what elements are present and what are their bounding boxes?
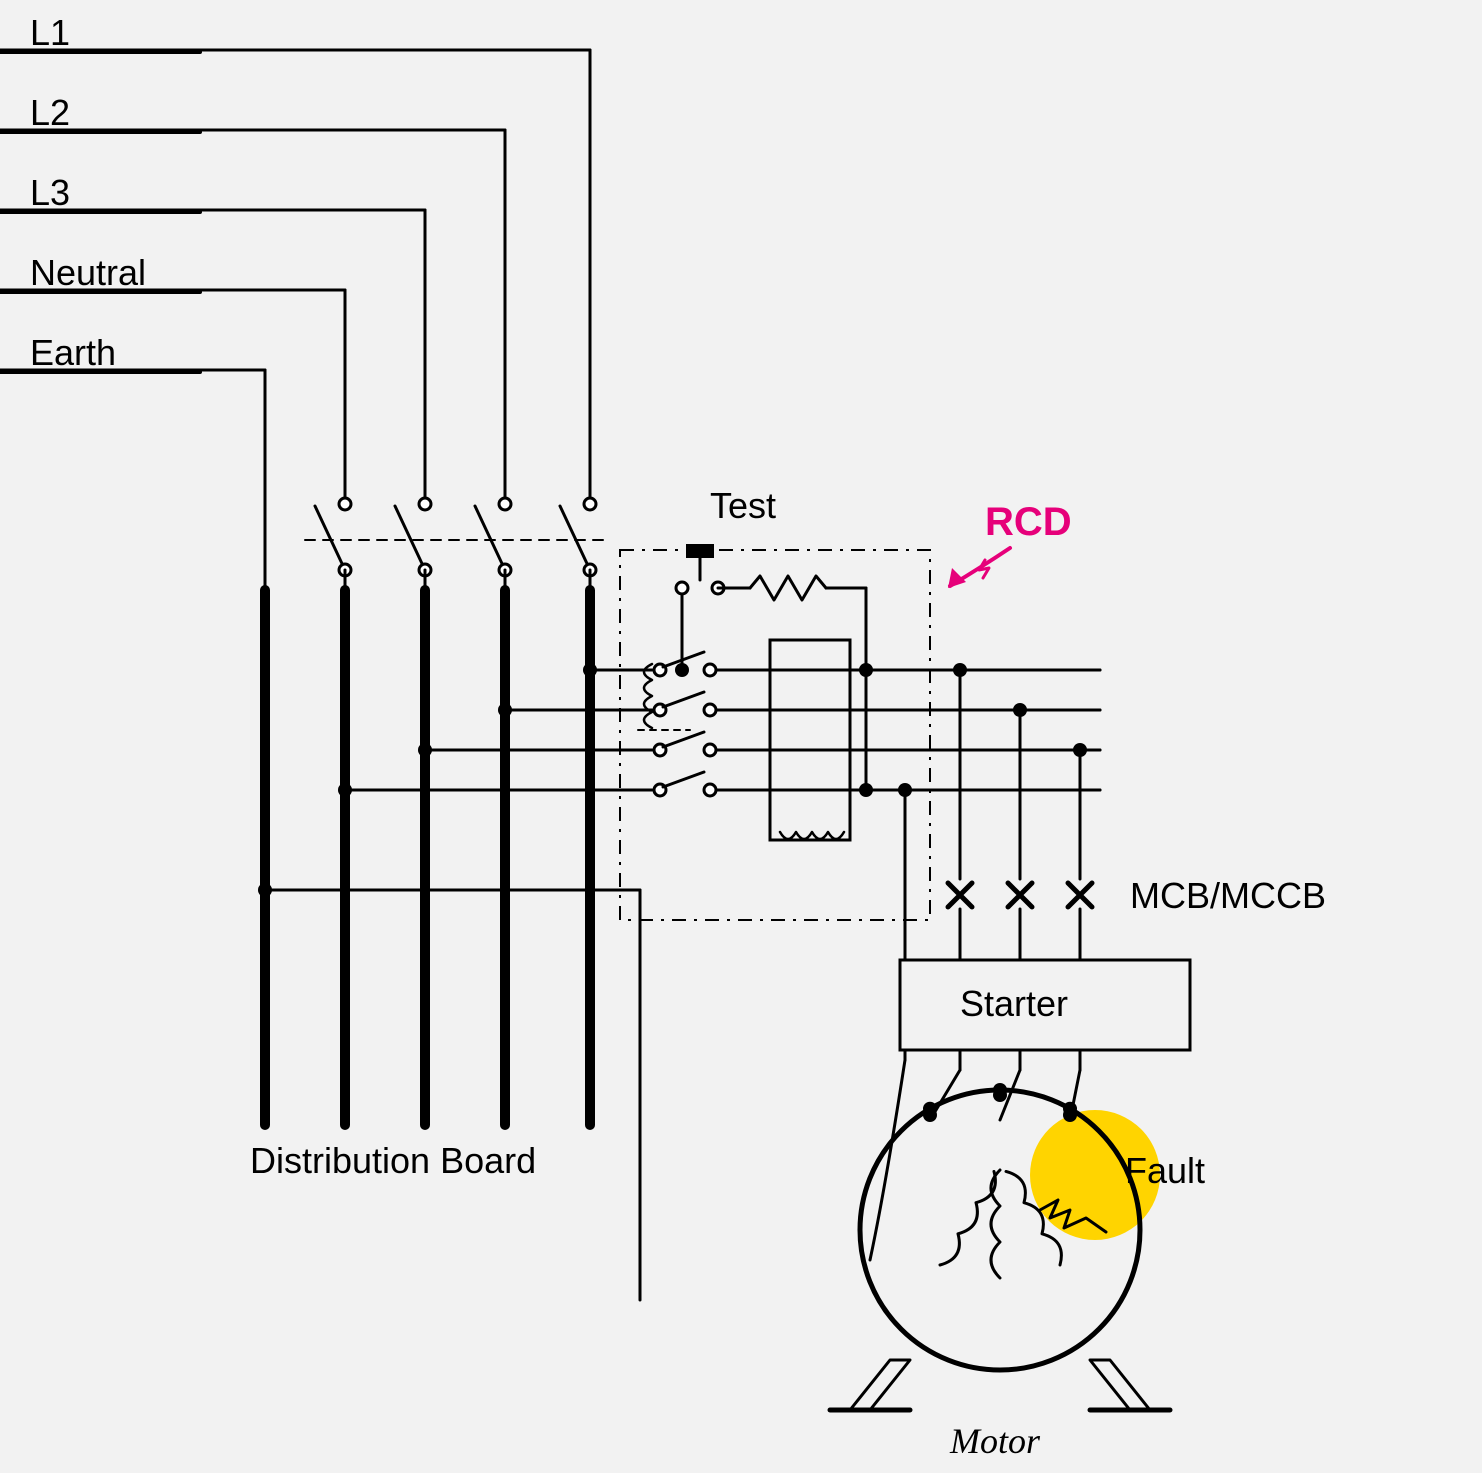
label-Test: Test — [710, 485, 776, 527]
label-Neutral: Neutral — [30, 252, 146, 294]
label-Fault: Fault — [1125, 1150, 1205, 1192]
label-Starter: Starter — [960, 983, 1068, 1025]
label-L3: L3 — [30, 172, 70, 214]
diagram-canvas: L1 L2 L3 Neutral Earth Test RCD MCB/MCCB… — [0, 0, 1482, 1473]
label-MCB: MCB/MCCB — [1130, 875, 1326, 917]
label-L1: L1 — [30, 12, 70, 54]
label-RCD: RCD — [985, 500, 1072, 545]
label-Motor: Motor — [950, 1420, 1040, 1462]
label-L2: L2 — [30, 92, 70, 134]
label-Earth: Earth — [30, 332, 116, 374]
label-Distribution: Distribution Board — [250, 1140, 536, 1182]
circuit-svg — [0, 0, 1482, 1473]
